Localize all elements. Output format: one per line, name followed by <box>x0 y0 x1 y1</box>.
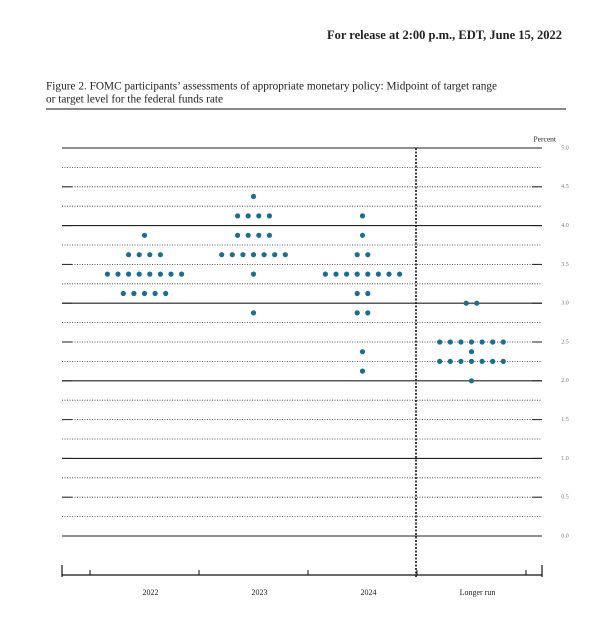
participant-dot <box>163 290 169 297</box>
participant-dot <box>359 349 366 355</box>
participant-dot <box>126 252 132 258</box>
y-tick-label: 0.5 <box>561 495 569 501</box>
y-tick-label: 3.0 <box>561 301 569 307</box>
y-axis-label: Percent <box>534 135 557 144</box>
participant-dot <box>365 310 371 316</box>
participant-dot <box>458 358 464 364</box>
participant-dot <box>458 339 464 345</box>
participant-dot <box>272 252 278 258</box>
participant-dot <box>115 271 121 277</box>
participant-dot <box>437 339 443 345</box>
participant-dot <box>266 232 272 238</box>
participant-dot <box>344 271 350 277</box>
participant-dot <box>359 213 366 219</box>
participant-dot <box>365 271 371 277</box>
participant-dot <box>500 358 506 364</box>
participant-dot <box>136 252 142 258</box>
participant-dot <box>141 232 148 238</box>
participant-dot <box>245 213 251 219</box>
participant-dot <box>333 271 339 277</box>
participant-dot <box>179 271 185 277</box>
participant-dot <box>468 358 475 364</box>
participant-dot <box>104 271 110 277</box>
participant-dot <box>168 271 174 277</box>
y-tick-label: 1.0 <box>561 456 569 462</box>
participant-dot <box>250 193 257 200</box>
y-tick-label: 5.0 <box>561 145 569 151</box>
participant-dot <box>282 252 288 258</box>
participant-dot <box>447 358 453 364</box>
participant-dot <box>240 252 246 258</box>
participant-dot <box>365 252 371 258</box>
participant-dot <box>250 252 257 258</box>
participant-dot <box>141 290 148 297</box>
participant-dot <box>131 290 137 297</box>
participant-dot <box>250 310 257 316</box>
participant-dot <box>354 290 360 297</box>
participant-dot <box>261 252 267 258</box>
y-tick-label: 2.0 <box>561 378 569 384</box>
x-tick-label: 2023 <box>252 588 268 597</box>
participant-dot <box>500 339 506 345</box>
x-tick-label: Longer run <box>460 588 496 597</box>
y-tick-label: 4.5 <box>561 184 569 190</box>
participant-dot <box>386 271 392 277</box>
participant-dot <box>468 349 475 355</box>
participant-dot <box>157 252 163 258</box>
participant-dot <box>229 252 235 258</box>
participant-dot <box>120 290 126 297</box>
release-header: For release at 2:00 p.m., EDT, June 15, … <box>327 28 562 42</box>
participant-dot <box>136 271 142 277</box>
participant-dot <box>147 252 153 258</box>
participant-dot <box>354 310 360 316</box>
participant-dot <box>365 290 371 297</box>
participant-dot <box>437 358 443 364</box>
participant-dot <box>157 271 163 277</box>
participant-dot <box>126 271 132 277</box>
participant-dot <box>219 252 225 258</box>
participant-dot <box>354 252 360 258</box>
y-tick-label: 3.5 <box>561 262 569 268</box>
y-tick-label: 2.5 <box>561 339 569 345</box>
participant-dot <box>468 339 475 345</box>
participant-dot <box>490 358 496 364</box>
participant-dot <box>152 290 158 297</box>
figure-title: or target level for the federal funds ra… <box>46 94 223 106</box>
y-tick-label: 4.0 <box>561 223 569 229</box>
y-tick-label: 1.5 <box>561 417 569 423</box>
participant-dot <box>479 358 485 364</box>
participant-dot <box>245 232 251 238</box>
participant-dot <box>256 213 262 219</box>
participant-dot <box>397 271 403 277</box>
participant-dot <box>266 213 272 219</box>
participant-dot <box>359 232 366 238</box>
y-tick-label: 0.0 <box>561 533 569 539</box>
x-tick-label: 2024 <box>361 588 377 597</box>
participant-dot <box>256 232 262 238</box>
figure-title: Figure 2. FOMC participants’ assessments… <box>46 81 497 93</box>
x-tick-label: 2022 <box>143 588 159 597</box>
participant-dot <box>474 300 480 306</box>
participant-dot <box>463 300 469 306</box>
participant-dot <box>354 271 360 277</box>
participant-dot <box>479 339 485 345</box>
participant-dot <box>147 271 153 277</box>
participant-dot <box>490 339 496 345</box>
participant-dot <box>359 368 366 374</box>
participant-dot <box>250 271 257 277</box>
participant-dot <box>235 213 241 219</box>
participant-dot <box>447 339 453 345</box>
participant-dot <box>322 271 328 277</box>
participant-dot <box>468 378 475 384</box>
participant-dot <box>375 271 381 277</box>
participant-dot <box>235 232 241 238</box>
